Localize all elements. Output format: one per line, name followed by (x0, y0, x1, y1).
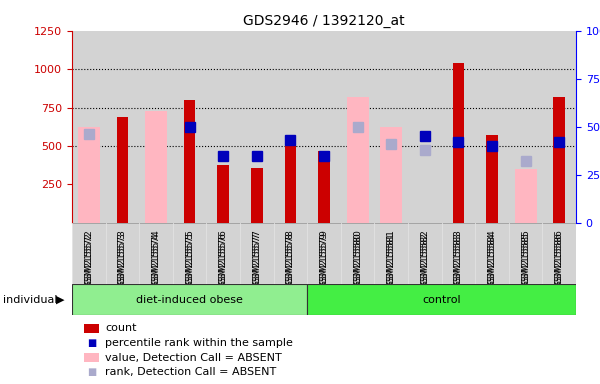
Text: GSM215579: GSM215579 (320, 229, 329, 284)
Bar (78, 127, 100, 223)
Text: GSM215581: GSM215581 (387, 232, 396, 287)
Text: GSM215575: GSM215575 (185, 229, 194, 284)
Text: individual: individual (3, 295, 58, 305)
Text: GSM215585: GSM215585 (521, 229, 530, 284)
Text: control: control (422, 295, 461, 305)
Text: GSM215578: GSM215578 (286, 229, 295, 284)
Bar (274, 223, 307, 284)
Bar (553, 97, 565, 223)
Text: GSM215585: GSM215585 (521, 232, 530, 287)
Text: GSM215583: GSM215583 (454, 232, 463, 287)
Text: GSM215574: GSM215574 (151, 232, 161, 287)
Bar (341, 223, 374, 284)
Bar (380, 127, 402, 223)
Bar (184, 100, 196, 223)
Bar (509, 223, 542, 284)
Text: percentile rank within the sample: percentile rank within the sample (105, 338, 293, 348)
Bar (307, 284, 576, 315)
Text: GSM215572: GSM215572 (84, 229, 94, 284)
Bar (116, 117, 128, 223)
Bar (72, 284, 307, 315)
Text: GSM215576: GSM215576 (218, 229, 228, 284)
Bar (173, 223, 206, 284)
Text: GSM215573: GSM215573 (118, 229, 127, 284)
Bar (251, 168, 263, 223)
Bar (452, 63, 464, 223)
Text: GSM215575: GSM215575 (185, 232, 194, 287)
Text: ■: ■ (87, 338, 96, 348)
Bar (374, 223, 408, 284)
Bar (240, 223, 274, 284)
Text: GSM215576: GSM215576 (218, 232, 228, 287)
Bar (72, 223, 106, 284)
Text: diet-induced obese: diet-induced obese (136, 295, 243, 305)
Bar (139, 223, 173, 284)
Bar (408, 223, 442, 284)
Text: GSM215582: GSM215582 (420, 232, 430, 287)
Title: GDS2946 / 1392120_at: GDS2946 / 1392120_at (243, 14, 405, 28)
Text: GSM215572: GSM215572 (84, 232, 94, 287)
Bar (475, 223, 509, 284)
Text: GSM215584: GSM215584 (488, 232, 497, 287)
Text: GSM215582: GSM215582 (420, 229, 430, 284)
Bar (515, 169, 536, 223)
Text: GSM215586: GSM215586 (555, 232, 564, 287)
Bar (307, 223, 341, 284)
Text: GSM215574: GSM215574 (151, 229, 161, 284)
Text: value, Detection Call = ABSENT: value, Detection Call = ABSENT (105, 353, 282, 362)
Bar (217, 165, 229, 223)
Text: GSM215581: GSM215581 (387, 229, 396, 284)
Text: GSM215579: GSM215579 (320, 232, 329, 287)
Bar (145, 111, 167, 223)
Text: GSM215584: GSM215584 (488, 229, 497, 284)
Text: ▶: ▶ (56, 295, 64, 305)
Text: ■: ■ (87, 367, 96, 377)
Text: GSM215583: GSM215583 (454, 229, 463, 284)
Bar (347, 97, 368, 223)
Bar (486, 135, 498, 223)
Bar (542, 223, 576, 284)
Text: GSM215573: GSM215573 (118, 232, 127, 287)
Bar (106, 223, 139, 284)
Text: GSM215578: GSM215578 (286, 232, 295, 287)
Text: count: count (105, 323, 137, 333)
Text: GSM215586: GSM215586 (555, 229, 564, 284)
Bar (284, 141, 296, 223)
Text: GSM215577: GSM215577 (253, 229, 262, 284)
Bar (318, 151, 330, 223)
Text: GSM215577: GSM215577 (253, 232, 262, 287)
Text: rank, Detection Call = ABSENT: rank, Detection Call = ABSENT (105, 367, 276, 377)
Bar (206, 223, 240, 284)
Text: GSM215580: GSM215580 (353, 229, 362, 284)
Text: GSM215580: GSM215580 (353, 232, 362, 287)
Bar (442, 223, 475, 284)
